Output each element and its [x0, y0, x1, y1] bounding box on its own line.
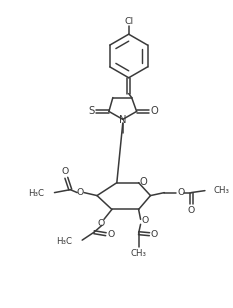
Text: CH₃: CH₃: [131, 249, 147, 257]
Text: O: O: [140, 177, 147, 187]
Text: Cl: Cl: [124, 17, 133, 26]
Text: H₃C: H₃C: [56, 237, 72, 245]
Text: S: S: [88, 107, 94, 116]
Text: O: O: [178, 188, 185, 197]
Text: O: O: [151, 107, 158, 116]
Text: O: O: [187, 206, 195, 215]
Text: O: O: [142, 216, 149, 225]
Text: O: O: [77, 188, 84, 197]
Text: H₃C: H₃C: [29, 189, 45, 198]
Text: O: O: [62, 167, 69, 176]
Text: O: O: [97, 219, 105, 228]
Text: N: N: [119, 115, 127, 125]
Text: O: O: [107, 230, 114, 239]
Text: CH₃: CH₃: [214, 186, 230, 195]
Text: O: O: [151, 230, 158, 239]
